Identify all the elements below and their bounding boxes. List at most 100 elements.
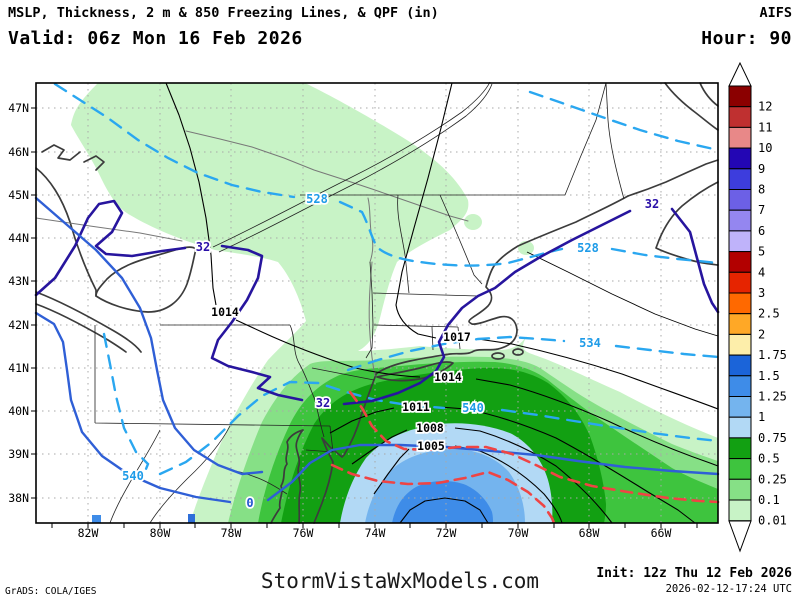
freezing-850-label: 0 <box>246 496 253 510</box>
valid-time: Valid: 06z Mon 16 Feb 2026 <box>8 28 303 49</box>
colorbar-cell <box>728 251 752 273</box>
qpf-fill-1p25 <box>392 481 493 523</box>
mslp-label: 1005 <box>417 439 445 453</box>
mslp-label: 1011 <box>402 400 430 414</box>
colorbar-cell <box>728 168 752 191</box>
colorbar-level-label: 1.25 <box>758 390 787 404</box>
colorbar-level-label: 2 <box>758 327 765 341</box>
colorbar-level-label: 1 <box>758 410 765 424</box>
colorbar-level-label: 8 <box>758 183 765 197</box>
lon-label: 72W <box>436 526 457 540</box>
colorbar-cell <box>728 499 752 522</box>
mslp-label: 1014 <box>434 370 462 384</box>
freezing-2m-label: 32 <box>196 240 210 254</box>
contour-mslp <box>165 82 719 524</box>
forecast-hour: Hour: 90 <box>701 28 792 49</box>
colorbar-cell <box>728 354 752 377</box>
colorbar-cell <box>728 230 752 253</box>
colorbar-cells: 12 11 10 9 8 7 6 5 4 3 2.5 2 1.75 1.5 1.25 1 0.75 0.5 0.25… <box>728 85 787 528</box>
colorbar-cell <box>728 437 752 460</box>
colorbar-level-label: 3 <box>758 286 765 300</box>
footer-website: StormVistaWxModels.com <box>261 569 539 593</box>
colorbar-level-label: 4 <box>758 265 765 279</box>
lat-label: 44N <box>8 231 29 245</box>
colorbar-cell <box>728 85 752 108</box>
colorbar-level-label: 11 <box>758 120 772 134</box>
colorbar-cell <box>728 271 752 294</box>
colorbar-level-label: 10 <box>758 141 772 155</box>
qpf-fill-layer <box>71 83 718 523</box>
qpf-fill-blip <box>188 514 195 523</box>
lat-label: 38N <box>8 491 29 505</box>
init-time: Init: 12z Thu 12 Feb 2026 <box>596 566 792 581</box>
colorbar-level-label: 7 <box>758 203 765 217</box>
freezing-line-red-dashed <box>330 390 720 525</box>
lon-axis: 82W 80W 78W 76W 74W 72W 70W 68W 66W <box>78 526 672 540</box>
grads-credit: GrADS: COLA/IGES <box>5 586 97 597</box>
thickness-label: 540 <box>122 469 144 483</box>
lat-axis: 47N 46N 45N 44N 43N 42N 41N 40N 39N 38N <box>8 101 29 505</box>
mslp-label: 1014 <box>211 305 239 319</box>
map-frame <box>35 82 719 524</box>
lon-label: 78W <box>221 526 242 540</box>
colorbar-cell <box>728 126 752 149</box>
colorbar-cell <box>728 333 752 356</box>
lon-label: 82W <box>78 526 99 540</box>
lat-label: 41N <box>8 361 29 375</box>
colorbar-level-label: 1.5 <box>758 369 780 383</box>
colorbar-cell <box>728 313 752 335</box>
colorbar-level-label: 9 <box>758 162 765 176</box>
page-title: MSLP, Thickness, 2 m & 850 Freezing Line… <box>8 5 439 21</box>
thickness-label: 528 <box>306 192 328 206</box>
freezing-2m-label: 32 <box>645 197 659 211</box>
state-borders <box>94 81 625 524</box>
axis-ticks <box>31 107 698 528</box>
lon-label: 80W <box>150 526 171 540</box>
lon-label: 68W <box>579 526 600 540</box>
freezing-line-850 <box>34 196 720 504</box>
colorbar-arrow-down-icon <box>728 520 752 553</box>
lat-label: 47N <box>8 101 29 115</box>
mslp-label: 1008 <box>416 421 444 435</box>
colorbar-level-label: 0.1 <box>758 493 780 507</box>
freezing-2m-label: 32 <box>316 396 330 410</box>
lat-label: 39N <box>8 447 29 461</box>
qpf-fill-0p01-blob <box>464 214 534 255</box>
colorbar-level-label: 12 <box>758 100 772 114</box>
lat-label: 45N <box>8 188 29 202</box>
colorbar: 12 11 10 9 8 7 6 5 4 3 2.5 2 1.75 1.5 1.25 1 0.75 0.5 0.25… <box>728 61 787 553</box>
lat-label: 43N <box>8 274 29 288</box>
lon-label: 70W <box>508 526 529 540</box>
lon-label: 74W <box>365 526 386 540</box>
colorbar-cell <box>728 292 752 315</box>
colorbar-cell <box>728 478 752 501</box>
model-name: AIFS <box>759 5 792 21</box>
lat-label: 40N <box>8 404 29 418</box>
colorbar-level-label: 0.5 <box>758 452 780 466</box>
colorbar-level-label: 0.75 <box>758 431 787 445</box>
colorbar-level-label: 6 <box>758 224 765 238</box>
colorbar-cell <box>728 147 752 170</box>
colorbar-cell <box>728 375 752 397</box>
thickness-label: 534 <box>579 336 601 350</box>
colorbar-level-label: 1.75 <box>758 348 787 362</box>
colorbar-level-label: 2.5 <box>758 307 780 321</box>
mslp-label: 1017 <box>443 330 471 344</box>
colorbar-level-label: 5 <box>758 245 765 259</box>
lat-label: 42N <box>8 318 29 332</box>
contour-label-layer: 1017 1014 1014 1011 1008 1005 528 528 53… <box>120 190 661 512</box>
colorbar-cell <box>728 189 752 211</box>
colorbar-cell <box>728 209 752 232</box>
lon-label: 66W <box>651 526 672 540</box>
lon-label: 76W <box>293 526 314 540</box>
colorbar-cell <box>728 396 752 418</box>
freezing-line-2m <box>34 199 720 406</box>
lat-label: 46N <box>8 145 29 159</box>
thickness-label: 540 <box>462 401 484 415</box>
colorbar-cell <box>728 458 752 480</box>
generated-timestamp: 2026-02-12-17:24 UTC <box>666 583 792 595</box>
colorbar-level-label: 0.25 <box>758 472 787 486</box>
colorbar-arrow-up-icon <box>728 61 752 87</box>
